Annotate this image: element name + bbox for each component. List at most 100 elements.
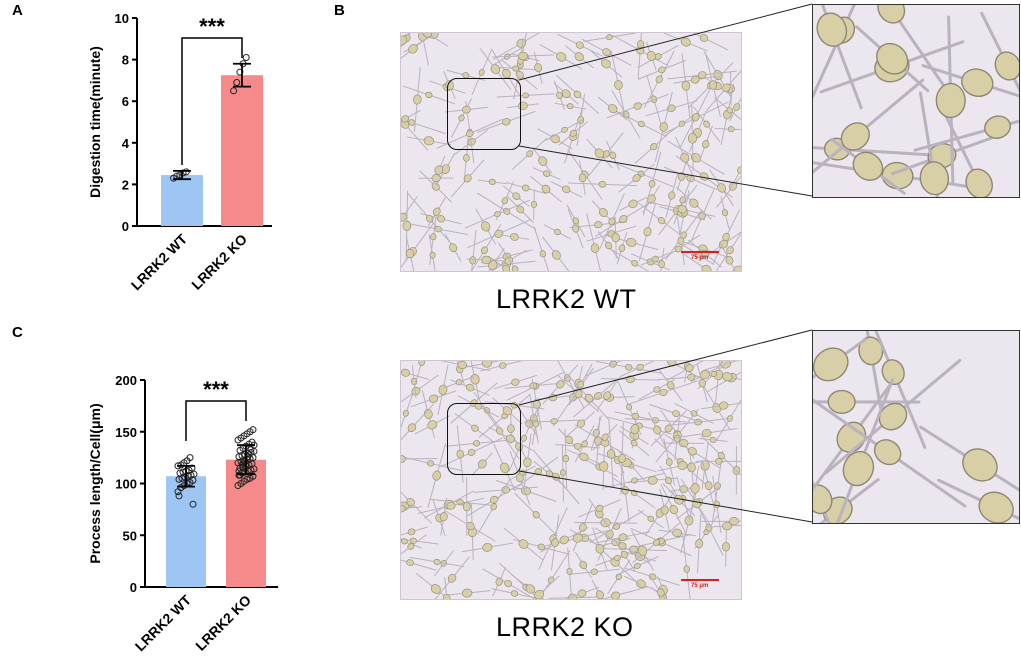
cell-body: [551, 250, 561, 260]
cell-body: [674, 245, 682, 253]
cell-body: [697, 71, 707, 79]
cell-body: [482, 543, 493, 552]
data-point: [175, 492, 183, 500]
cell: [434, 556, 470, 599]
cell: [401, 390, 415, 436]
cell: [613, 538, 636, 572]
significance-bracket: [185, 400, 247, 441]
cell-body: [402, 220, 412, 231]
cell-body: [630, 424, 640, 435]
data-point: [176, 469, 184, 477]
cell-body: [433, 558, 441, 566]
cell: [498, 242, 533, 271]
cell-body: [401, 115, 410, 123]
cell-body: [530, 200, 537, 208]
cell-body: [618, 541, 627, 550]
cell: [566, 449, 602, 465]
cell: [464, 199, 531, 229]
cell: [482, 568, 535, 599]
cell-body: [687, 447, 697, 456]
cell-body: [498, 362, 507, 369]
inset-ko: [812, 330, 1020, 524]
cell-body: [618, 244, 626, 252]
cell-body: [554, 228, 561, 235]
cell-body: [615, 573, 622, 581]
cell-body: [717, 452, 725, 460]
cell-body: [633, 562, 641, 569]
cell-body: [614, 80, 623, 90]
cell-body: [457, 361, 467, 370]
cell-body: [413, 94, 422, 105]
data-point: [243, 475, 251, 483]
cell-body: [467, 448, 476, 456]
cell: [664, 434, 721, 469]
cell-body: [442, 593, 451, 599]
cell: [714, 126, 741, 133]
cell: [401, 403, 434, 452]
cell: [591, 579, 609, 599]
data-point: [233, 78, 241, 86]
cell-body: [407, 423, 417, 433]
cell-body: [598, 181, 607, 188]
cell-body: [569, 129, 577, 137]
cell: [729, 92, 741, 122]
cell: [550, 514, 560, 571]
cell: [542, 236, 571, 271]
cell: [554, 102, 586, 110]
cell: [401, 365, 430, 380]
cell-body: [978, 491, 1014, 523]
cell-body: [683, 565, 690, 573]
cell: [712, 209, 740, 265]
roi-box-wt: [447, 78, 521, 150]
cell: [402, 85, 456, 105]
data-point: [189, 500, 197, 508]
cell-body: [633, 102, 642, 110]
cell-body: [406, 559, 414, 566]
y-tick-label: 50: [123, 528, 137, 543]
cell-body: [962, 448, 998, 482]
cell-body: [461, 588, 473, 598]
cell-body: [559, 469, 566, 477]
cell: [695, 514, 704, 574]
cell: [401, 537, 439, 545]
cell: [401, 455, 438, 463]
cell-body: [401, 35, 407, 46]
cell: [813, 78, 925, 195]
cell-body: [689, 198, 699, 208]
cell-body: [510, 590, 519, 597]
cell-body: [507, 424, 515, 433]
cell-body: [665, 458, 673, 466]
cell-body: [595, 590, 604, 599]
cell: [480, 361, 526, 372]
cell-body: [653, 425, 662, 435]
cell-body: [456, 449, 464, 459]
cell-body: [455, 379, 463, 386]
cell-body: [672, 528, 683, 538]
cell-body: [471, 424, 479, 432]
cell-body: [651, 255, 659, 263]
cell-body: [643, 227, 652, 237]
cell-body: [480, 221, 491, 232]
cell: [599, 193, 625, 250]
cell-body: [595, 544, 605, 554]
category-label: LRRK2 WT: [132, 591, 195, 654]
cell-body: [423, 136, 435, 146]
cell: [595, 531, 651, 544]
cell: [614, 411, 657, 421]
cell-body: [407, 543, 415, 550]
cell: [813, 5, 863, 110]
cell-body: [481, 361, 493, 368]
cell: [648, 412, 667, 448]
cell-body: [439, 512, 448, 522]
cell-body: [501, 486, 511, 494]
cell: [567, 411, 595, 436]
cell-body: [725, 256, 734, 265]
cell-body: [449, 243, 458, 253]
cell-body: [573, 442, 582, 450]
y-tick-label: 150: [115, 425, 137, 440]
cell: [595, 549, 640, 567]
cell: [456, 425, 464, 483]
cell-body: [510, 233, 519, 241]
cell-body: [425, 91, 433, 99]
y-tick-label: 2: [122, 177, 129, 192]
